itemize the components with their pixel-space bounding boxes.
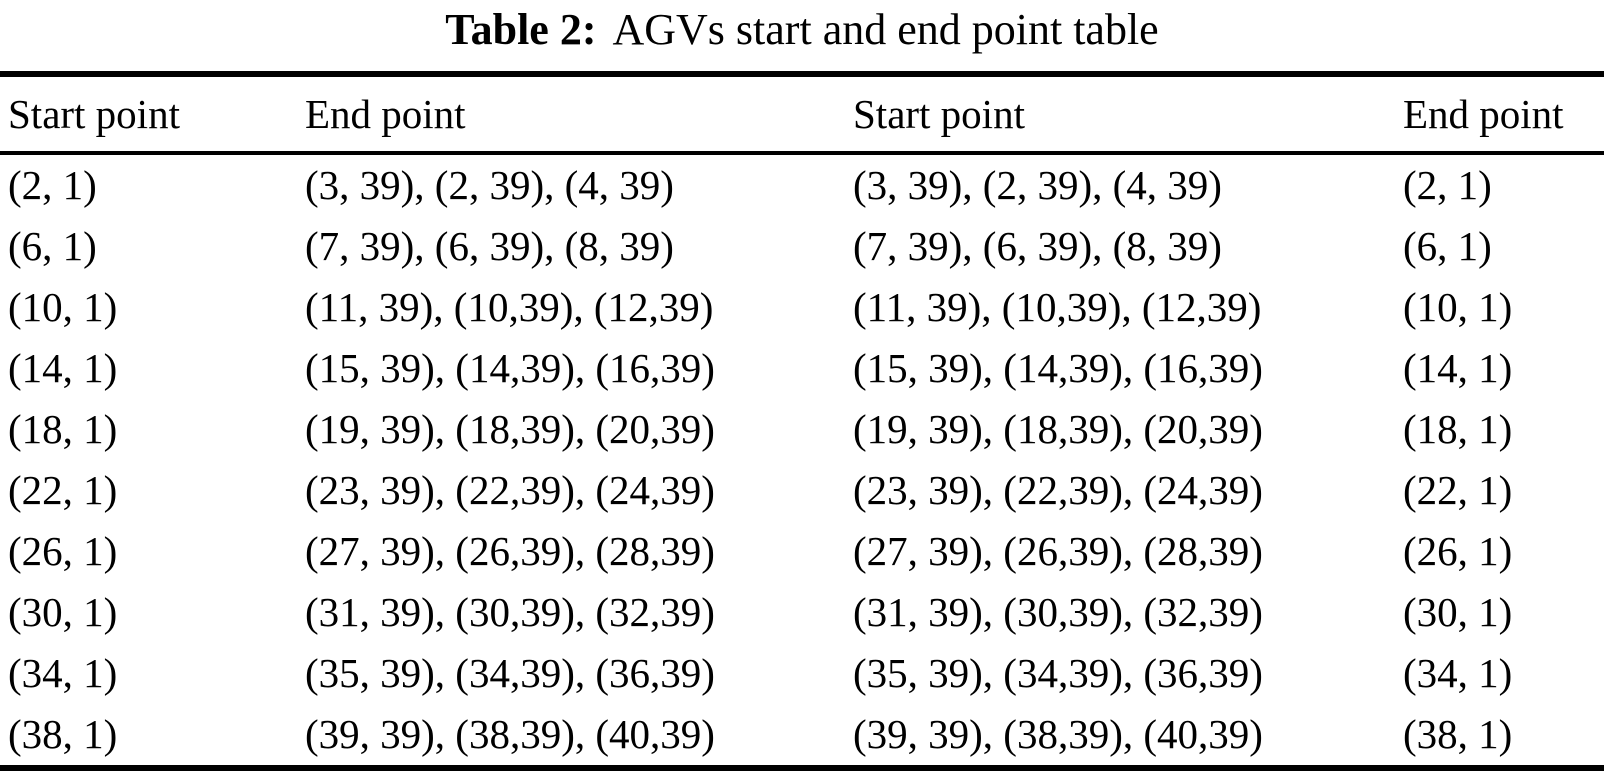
table-cell: (38, 1) — [1403, 711, 1513, 757]
table-cell: (19, 39), (18,39), (20,39) — [305, 406, 715, 452]
table-cell: (11, 39), (10,39), (12,39) — [853, 284, 1262, 330]
agv-start-end-table: Start point End point Start point End point… — [0, 71, 1604, 771]
table-caption: Table 2: AGVs start and end point table — [0, 4, 1604, 56]
table-cell: (7, 39), (6, 39), (8, 39) — [305, 223, 674, 269]
table-cell: (35, 39), (34,39), (36,39) — [853, 650, 1263, 696]
table-cell: (3, 39), (2, 39), (4, 39) — [305, 162, 674, 208]
table-row: (2, 1) (3, 39), (2, 39), (4, 39) (3, 39), … — [0, 153, 1604, 216]
table-caption-text: AGVs start and end point table — [612, 5, 1159, 54]
table-head: Start point End point Start point End point — [0, 74, 1604, 153]
table-cell: (22, 1) — [1403, 467, 1513, 513]
table-cell: (3, 39), (2, 39), (4, 39) — [853, 162, 1222, 208]
table-cell: (10, 1) — [1403, 284, 1513, 330]
table-cell: (35, 39), (34,39), (36,39) — [305, 650, 715, 696]
table-cell: (15, 39), (14,39), (16,39) — [853, 345, 1263, 391]
table-cell: (26, 1) — [1403, 528, 1513, 574]
table-cell: (7, 39), (6, 39), (8, 39) — [853, 223, 1222, 269]
table-cell: (34, 1) — [8, 650, 118, 696]
table-cell: (22, 1) — [8, 467, 118, 513]
table-caption-label: Table 2: — [445, 5, 597, 54]
table-cell: (6, 1) — [8, 223, 97, 269]
table-row: (10, 1) (11, 39), (10,39), (12,39) (11, 39… — [0, 277, 1604, 338]
table-cell: (30, 1) — [1403, 589, 1513, 635]
table-cell: (23, 39), (22,39), (24,39) — [853, 467, 1263, 513]
table-cell: (38, 1) — [8, 711, 118, 757]
table-cell: (10, 1) — [8, 284, 118, 330]
table-cell: (18, 1) — [8, 406, 118, 452]
table-cell: (27, 39), (26,39), (28,39) — [853, 528, 1263, 574]
table-row: (14, 1) (15, 39), (14,39), (16,39) (15, 39… — [0, 338, 1604, 399]
table-cell: (30, 1) — [8, 589, 118, 635]
table-body: (2, 1) (3, 39), (2, 39), (4, 39) (3, 39), … — [0, 153, 1604, 768]
table-cell: (39, 39), (38,39), (40,39) — [305, 711, 715, 757]
table-cell: (31, 39), (30,39), (32,39) — [305, 589, 715, 635]
column-header: Start point — [853, 91, 1025, 137]
table-row: (30, 1) (31, 39), (30,39), (32,39) (31, 39… — [0, 582, 1604, 643]
column-header: Start point — [8, 91, 180, 137]
column-header: End point — [1403, 91, 1564, 137]
table-cell: (2, 1) — [8, 162, 97, 208]
table-cell: (39, 39), (38,39), (40,39) — [853, 711, 1263, 757]
table-cell: (23, 39), (22,39), (24,39) — [305, 467, 715, 513]
table-row: (22, 1) (23, 39), (22,39), (24,39) (23, 39… — [0, 460, 1604, 521]
table-cell: (26, 1) — [8, 528, 118, 574]
table-row: (18, 1) (19, 39), (18,39), (20,39) (19, 39… — [0, 399, 1604, 460]
table-cell: (11, 39), (10,39), (12,39) — [305, 284, 714, 330]
table-row: (34, 1) (35, 39), (34,39), (36,39) (35, 39… — [0, 643, 1604, 704]
table-cell: (2, 1) — [1403, 162, 1492, 208]
table-cell: (6, 1) — [1403, 223, 1492, 269]
table-row: (6, 1) (7, 39), (6, 39), (8, 39) (7, 39), … — [0, 216, 1604, 277]
table-cell: (14, 1) — [1403, 345, 1513, 391]
column-header: End point — [305, 91, 466, 137]
table-cell: (27, 39), (26,39), (28,39) — [305, 528, 715, 574]
header-row: Start point End point Start point End point — [0, 74, 1604, 153]
table-cell: (34, 1) — [1403, 650, 1513, 696]
table-cell: (31, 39), (30,39), (32,39) — [853, 589, 1263, 635]
table-row: (26, 1) (27, 39), (26,39), (28,39) (27, 39… — [0, 521, 1604, 582]
table-cell: (15, 39), (14,39), (16,39) — [305, 345, 715, 391]
table-cell: (14, 1) — [8, 345, 118, 391]
table-cell: (19, 39), (18,39), (20,39) — [853, 406, 1263, 452]
table-row: (38, 1) (39, 39), (38,39), (40,39) (39, 39… — [0, 704, 1604, 768]
table-cell: (18, 1) — [1403, 406, 1513, 452]
